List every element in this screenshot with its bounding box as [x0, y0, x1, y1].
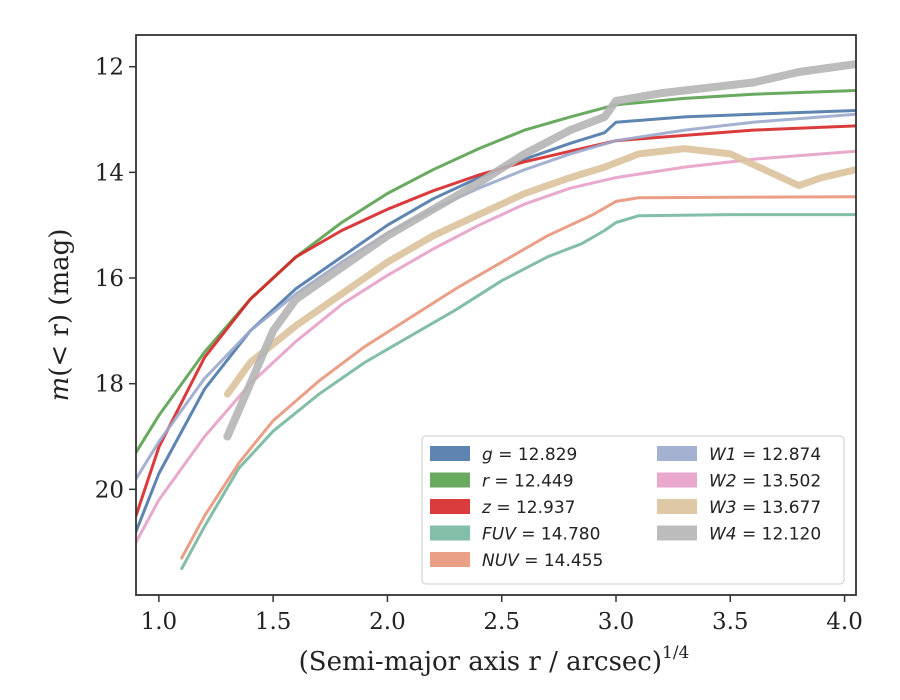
legend-entry: W4 = 12.120 [709, 525, 821, 545]
series-line-g [136, 109, 856, 534]
legend-swatch [657, 525, 697, 541]
legend: g = 12.829 r = 12.449 z = 12.937 FUV = 14.7… [421, 435, 845, 585]
x-tick-label: 3.0 [598, 609, 635, 635]
y-tick-label: 20 [95, 477, 124, 503]
legend-swatch [430, 525, 470, 541]
legend-box [421, 435, 845, 585]
x-tick-label: 1.0 [141, 609, 178, 635]
legend-entry: W2 = 13.502 [709, 472, 821, 492]
series-line-w2 [136, 149, 856, 544]
legend-swatch [430, 499, 470, 514]
legend-entry: FUV = 14.780 [482, 525, 600, 545]
series-line-fuv [180, 213, 856, 571]
x-tick-label: 4.0 [826, 609, 863, 635]
x-tick-label: 1.5 [255, 609, 292, 635]
x-tick-label: 2.0 [369, 609, 406, 635]
legend-swatch [430, 472, 470, 488]
x-tick-label: 2.5 [483, 609, 520, 635]
legend-entry: r = 12.449 [482, 472, 574, 492]
legend-swatch [657, 446, 697, 461]
series-line-w4 [223, 60, 856, 441]
legend-swatch [657, 472, 697, 488]
x-axis-label: (Semi-major axis r / arcsec)1/4 [299, 643, 690, 677]
plot-frame [135, 34, 857, 596]
legend-swatch [657, 499, 697, 514]
series-line-z [136, 124, 856, 518]
legend-entry: W3 = 13.677 [709, 498, 821, 518]
series-line-w3 [223, 145, 856, 398]
legend-entry: W1 = 12.874 [709, 445, 821, 465]
series-line-nuv [180, 195, 856, 560]
y-tick-label: 12 [95, 55, 124, 81]
legend-swatch [430, 552, 470, 567]
legend-entry: NUV = 14.455 [482, 551, 603, 571]
y-tick-label: 18 [95, 372, 124, 398]
y-axis-label: m(< r) (mag) [45, 229, 75, 402]
legend-swatch [430, 446, 470, 461]
legend-entry: g = 12.829 [482, 445, 577, 465]
series-line-r [136, 89, 856, 454]
legend-entry: z = 12.937 [481, 498, 575, 518]
y-tick-label: 14 [95, 160, 124, 186]
x-tick-label: 3.5 [712, 609, 749, 635]
y-tick-label: 16 [95, 266, 124, 292]
